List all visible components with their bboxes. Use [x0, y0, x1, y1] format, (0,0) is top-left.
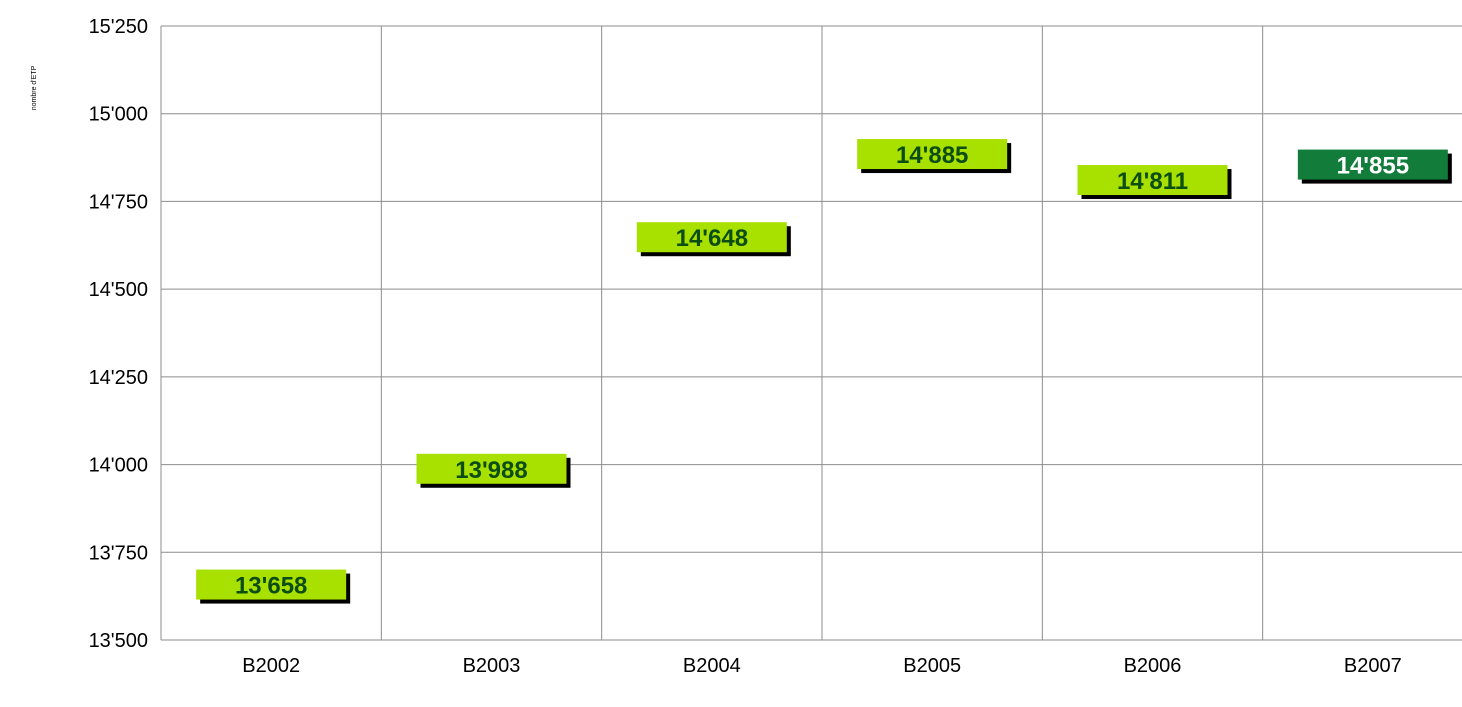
data-point: 14'885 [857, 139, 1012, 174]
data-label: 14'885 [896, 142, 968, 169]
data-point-marker [1077, 165, 1228, 196]
y-tick-label: 14'500 [89, 279, 148, 301]
y-tick-label: 14'000 [89, 455, 148, 477]
data-label: 13'658 [235, 573, 307, 600]
data-label: 14'811 [1117, 168, 1188, 195]
x-tick-label: B2003 [463, 655, 521, 677]
data-point: 13'988 [416, 453, 571, 488]
grid [160, 25, 1462, 641]
y-tick-label: 14'750 [89, 191, 148, 213]
x-tick-label: B2007 [1344, 655, 1402, 677]
data-point: 13'658 [196, 569, 351, 604]
data-point-marker [857, 139, 1008, 170]
y-tick-label: 13'500 [89, 630, 148, 652]
data-point-marker [416, 453, 567, 484]
x-tick-label: B2005 [903, 655, 961, 677]
data-point-marker [1297, 149, 1448, 180]
data-point: 14'648 [636, 222, 791, 257]
data-label: 14'648 [676, 225, 748, 252]
y-tick-label: 13'750 [89, 542, 148, 564]
y-tick-label: 14'250 [89, 367, 148, 389]
x-axis-ticks: B2002 B2003 B2004 B2005 B2006 B2007 [242, 655, 1402, 677]
y-axis-label: nombre d'ETP [31, 65, 38, 110]
x-tick-label: B2002 [242, 655, 300, 677]
data-point-marker [196, 569, 347, 600]
data-label: 14'855 [1337, 153, 1409, 180]
data-label: 13'988 [455, 457, 527, 484]
y-axis-ticks: 13'500 13'750 14'000 14'250 14'500 14'750 15'0… [89, 16, 148, 652]
data-point-marker [636, 222, 787, 253]
data-point: 14'855 [1297, 149, 1452, 184]
data-points: 13'658 13'988 14'648 14'885 14'811 14'855 [196, 139, 1452, 604]
x-tick-label: B2006 [1124, 655, 1182, 677]
y-tick-label: 15'000 [89, 104, 148, 126]
data-point: 14'811 [1077, 165, 1232, 200]
y-tick-label: 15'250 [89, 16, 148, 38]
x-tick-label: B2004 [683, 655, 741, 677]
